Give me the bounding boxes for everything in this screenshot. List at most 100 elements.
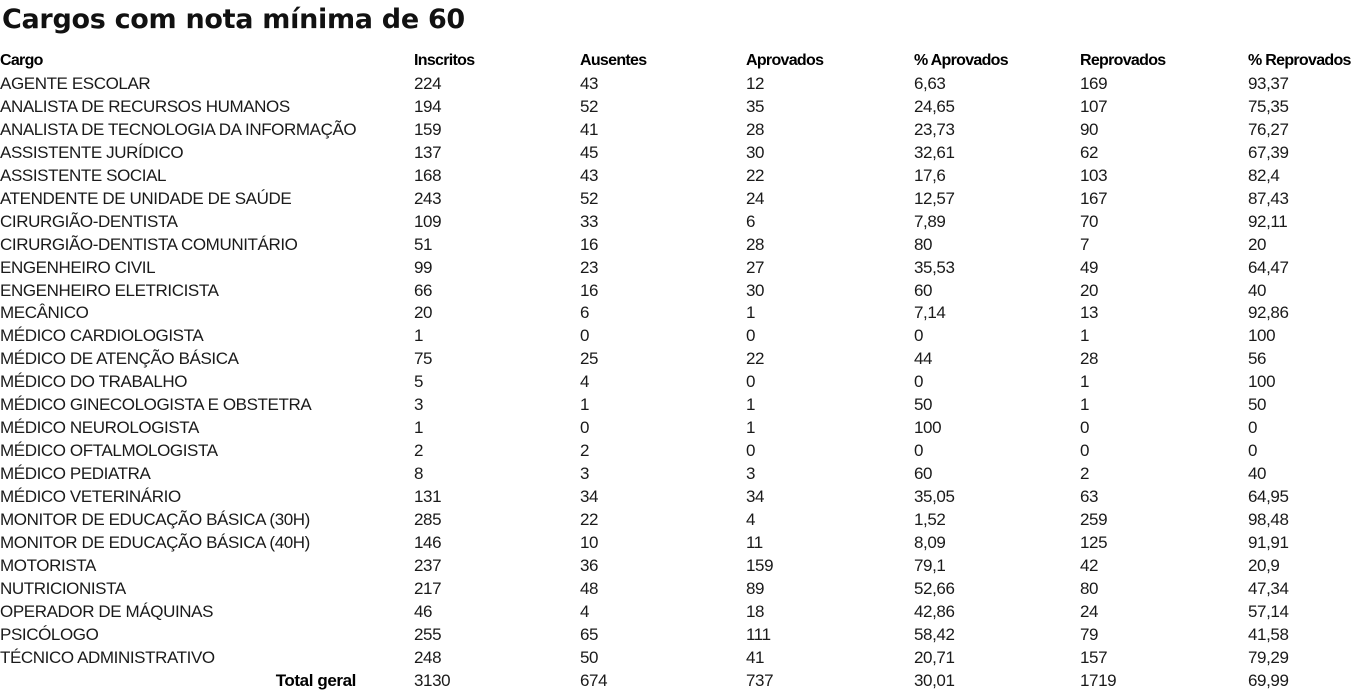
cell-ausentes: 6 <box>580 303 590 323</box>
cell-ausentes: 34 <box>580 487 599 507</box>
cell-cargo: ANALISTA DE TECNOLOGIA DA INFORMAÇÃO <box>0 119 357 139</box>
cell-reprovados: 107 <box>1080 96 1108 116</box>
cell-aprovados: 1 <box>746 418 756 438</box>
cell-pct-reprovados: 40 <box>1248 280 1267 300</box>
cell-inscritos: 224 <box>414 73 442 93</box>
total-row: Total geral 3130 674 737 30,01 1719 69,99 <box>0 670 1366 693</box>
cell-pct-aprovados: 7,14 <box>914 303 946 323</box>
cell-pct-reprovados: 47,34 <box>1248 578 1289 598</box>
table-row: ATENDENTE DE UNIDADE DE SAÚDE 243 52 24 12,5… <box>0 188 1366 211</box>
cell-reprovados: 63 <box>1080 487 1099 507</box>
cell-reprovados: 70 <box>1080 211 1099 231</box>
cell-reprovados: 28 <box>1080 349 1099 369</box>
header-pct-aprovados: % Aprovados <box>914 52 1009 69</box>
cell-pct-aprovados: 0 <box>914 326 924 346</box>
cell-inscritos: 20 <box>414 303 433 323</box>
cell-inscritos: 46 <box>414 601 433 621</box>
cell-aprovados: 30 <box>746 280 765 300</box>
cell-cargo: TÉCNICO ADMINISTRATIVO <box>0 647 215 667</box>
cell-cargo: NUTRICIONISTA <box>0 578 126 598</box>
cell-aprovados: 34 <box>746 487 765 507</box>
table-row: ASSISTENTE SOCIAL 168 43 22 17,6 103 82,4 <box>0 165 1366 188</box>
table-row: ENGENHEIRO ELETRICISTA 66 16 30 60 20 40 <box>0 280 1366 303</box>
table-row: MÉDICO DO TRABALHO 5 4 0 0 1 100 <box>0 371 1366 394</box>
cell-pct-reprovados: 91,91 <box>1248 533 1289 553</box>
cell-pct-reprovados: 87,43 <box>1248 188 1289 208</box>
table-row: MÉDICO OFTALMOLOGISTA 2 2 0 0 0 0 <box>0 440 1366 463</box>
cell-aprovados: 24 <box>746 188 765 208</box>
cell-reprovados: 167 <box>1080 188 1108 208</box>
cell-pct-aprovados: 7,89 <box>914 211 946 231</box>
page-title: Cargos com nota mínima de 60 <box>2 4 465 35</box>
cell-aprovados: 28 <box>746 234 765 254</box>
cell-pct-aprovados: 58,42 <box>914 624 955 644</box>
table-row: NUTRICIONISTA 217 48 89 52,66 80 47,34 <box>0 578 1366 601</box>
header-reprovados: Reprovados <box>1080 52 1166 69</box>
cell-inscritos: 237 <box>414 555 442 575</box>
cell-aprovados: 89 <box>746 578 765 598</box>
cell-aprovados: 737 <box>746 670 774 690</box>
cell-pct-aprovados: 79,1 <box>914 555 946 575</box>
cell-pct-aprovados: 1,52 <box>914 510 946 530</box>
table-row: MECÂNICO 20 6 1 7,14 13 92,86 <box>0 302 1366 325</box>
cell-pct-aprovados: 30,01 <box>914 670 955 690</box>
cell-cargo: ENGENHEIRO ELETRICISTA <box>0 280 219 300</box>
cell-reprovados: 1 <box>1080 395 1090 415</box>
cell-pct-reprovados: 76,27 <box>1248 119 1289 139</box>
cell-reprovados: 169 <box>1080 73 1108 93</box>
cell-inscritos: 131 <box>414 487 442 507</box>
cell-ausentes: 10 <box>580 533 599 553</box>
cell-pct-reprovados: 82,4 <box>1248 165 1280 185</box>
table-row: MONITOR DE EDUCAÇÃO BÁSICA (30H) 285 22 4 1,… <box>0 509 1366 532</box>
cell-cargo: MÉDICO DO TRABALHO <box>0 372 188 392</box>
cell-inscritos: 51 <box>414 234 433 254</box>
cell-pct-reprovados: 92,86 <box>1248 303 1289 323</box>
cell-cargo: ANALISTA DE RECURSOS HUMANOS <box>0 96 290 116</box>
cell-cargo: CIRURGIÃO-DENTISTA <box>0 211 178 231</box>
cell-aprovados: 11 <box>746 533 763 553</box>
cell-aprovados: 27 <box>746 257 765 277</box>
cell-inscritos: 248 <box>414 647 442 667</box>
cell-reprovados: 7 <box>1080 234 1090 254</box>
cell-inscritos: 285 <box>414 510 442 530</box>
cell-pct-reprovados: 20,9 <box>1248 555 1280 575</box>
cell-aprovados: 12 <box>746 73 765 93</box>
table-row: MOTORISTA 237 36 159 79,1 42 20,9 <box>0 555 1366 578</box>
cell-pct-aprovados: 60 <box>914 464 933 484</box>
cell-pct-reprovados: 64,47 <box>1248 257 1289 277</box>
cell-ausentes: 16 <box>580 234 599 254</box>
cell-ausentes: 33 <box>580 211 599 231</box>
cell-cargo: MECÂNICO <box>0 303 89 323</box>
cell-inscritos: 243 <box>414 188 442 208</box>
cell-pct-reprovados: 100 <box>1248 326 1276 346</box>
cell-aprovados: 111 <box>746 624 771 644</box>
cell-cargo: MÉDICO DE ATENÇÃO BÁSICA <box>0 349 239 369</box>
cell-pct-aprovados: 12,57 <box>914 188 955 208</box>
cell-ausentes: 16 <box>580 280 599 300</box>
cell-ausentes: 45 <box>580 142 599 162</box>
cell-pct-aprovados: 24,65 <box>914 96 955 116</box>
cell-cargo: MÉDICO GINECOLOGISTA E OBSTETRA <box>0 395 312 415</box>
cell-cargo: ASSISTENTE JURÍDICO <box>0 142 184 162</box>
cell-aprovados: 18 <box>746 601 765 621</box>
cell-ausentes: 52 <box>580 96 599 116</box>
cell-ausentes: 48 <box>580 578 599 598</box>
table-row: PSICÓLOGO 255 65 111 58,42 79 41,58 <box>0 624 1366 647</box>
cell-inscritos: 66 <box>414 280 433 300</box>
cell-aprovados: 1 <box>746 395 756 415</box>
cell-cargo: MONITOR DE EDUCAÇÃO BÁSICA (30H) <box>0 510 310 530</box>
cell-cargo: ENGENHEIRO CIVIL <box>0 257 156 277</box>
cell-reprovados: 0 <box>1080 441 1090 461</box>
cell-inscritos: 146 <box>414 533 442 553</box>
cell-cargo: ATENDENTE DE UNIDADE DE SAÚDE <box>0 188 292 208</box>
cell-reprovados: 1 <box>1080 372 1090 392</box>
table-row: MÉDICO NEUROLOGISTA 1 0 1 100 0 0 <box>0 417 1366 440</box>
cell-aprovados: 0 <box>746 326 756 346</box>
cell-pct-reprovados: 64,95 <box>1248 487 1289 507</box>
cell-reprovados: 103 <box>1080 165 1108 185</box>
cell-pct-aprovados: 17,6 <box>914 165 946 185</box>
cell-reprovados: 13 <box>1080 303 1099 323</box>
cell-pct-reprovados: 57,14 <box>1248 601 1289 621</box>
cell-ausentes: 2 <box>580 441 590 461</box>
cell-pct-reprovados: 0 <box>1248 441 1258 461</box>
